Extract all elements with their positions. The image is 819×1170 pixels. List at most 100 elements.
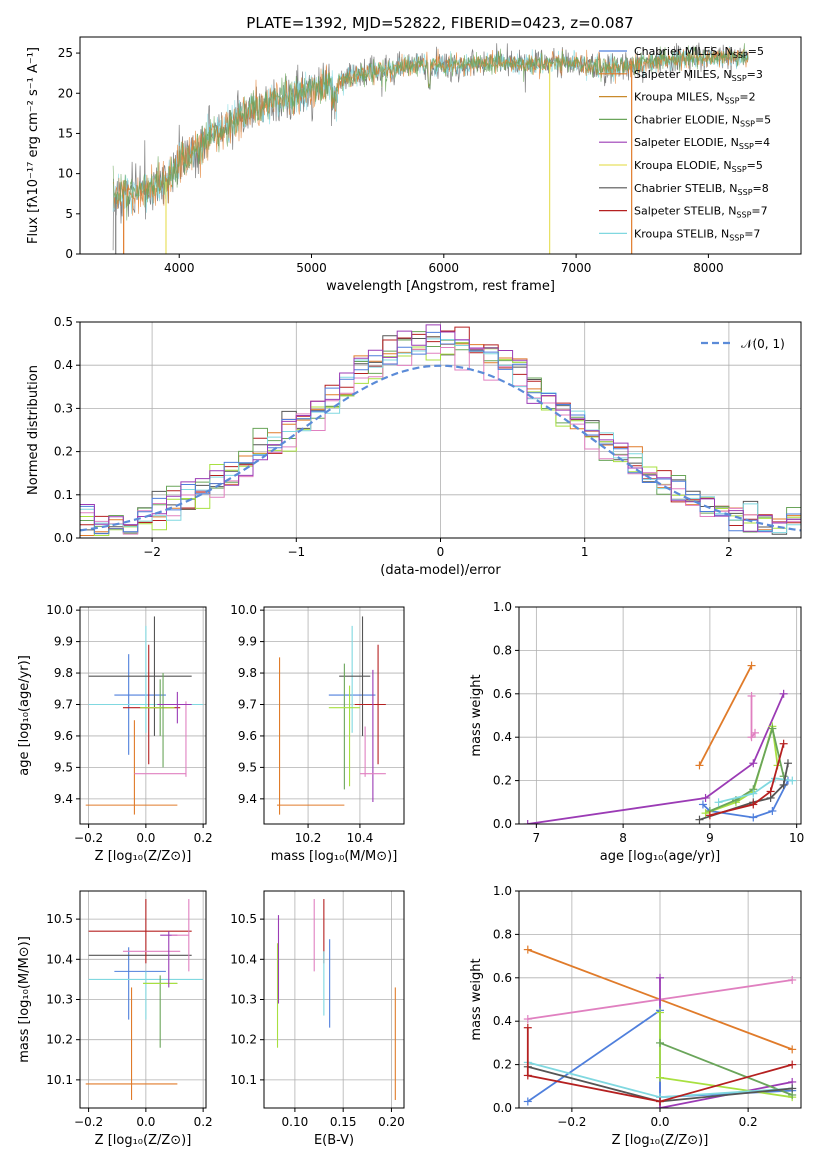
plus-marker — [695, 761, 704, 770]
massweight_vs_Z-ytick-label: 0.8 — [493, 927, 512, 941]
residuals-ytick-label: 0.3 — [54, 401, 73, 415]
mass_vs_Z-xlabel: Z [log₁₀(Z/Z⊙)] — [95, 1133, 192, 1148]
massweight_vs_age-plot-area — [519, 607, 801, 824]
age_vs_mass-plot-area — [264, 607, 404, 824]
mass_vs_Z-panel: −0.2 0.0 0.2 10.1 10.2 10.3 10.4 10.5 Z [log₁₀(Z… — [17, 890, 213, 1148]
age_vs_Z-ytick-label: 9.7 — [54, 697, 73, 711]
plus-marker — [695, 815, 704, 824]
massweight_vs_age-ytick-label: 0.4 — [493, 730, 512, 744]
massweight_vs_age-xtick-label: 7 — [533, 831, 541, 845]
mass-weight-series — [705, 726, 779, 814]
residuals-ylabel: Normed distribution — [26, 365, 41, 495]
residuals-xlabel: (data-model)/error — [380, 563, 501, 578]
mass_vs_EBV-xtick-label: 0.10 — [282, 1115, 309, 1129]
age_vs_Z-ytick-label: 9.6 — [54, 729, 73, 743]
age_vs_Z-frame — [79, 606, 207, 825]
spectrum-legend: Chabrier MILES, NSSP=5 Salpeter MILES, NS… — [599, 45, 771, 242]
residuals-ytick-label: 0.2 — [54, 445, 73, 459]
plus-marker — [701, 809, 710, 818]
massweight_vs_Z-ylabel: mass weight — [469, 958, 484, 1040]
mass-weight-series — [718, 777, 793, 804]
mass_vs_EBV-ytick-label: 10.3 — [230, 993, 257, 1007]
plus-marker — [788, 1084, 797, 1093]
spectrum-line — [112, 47, 749, 216]
plus-marker — [656, 1097, 664, 1106]
mass-weight-series — [702, 780, 789, 819]
plus-marker — [788, 776, 797, 785]
age_vs_mass-ytick-label: 9.8 — [238, 666, 257, 680]
massweight_vs_age-frame — [518, 606, 802, 825]
massweight_vs_age-ylabel: mass weight — [469, 674, 484, 756]
mass_vs_EBV-ytick-label: 10.1 — [230, 1073, 257, 1087]
massweight_vs_Z-ytick-label: 1.0 — [493, 884, 512, 898]
residuals-ytick-label: 0.5 — [54, 315, 73, 329]
spectrum-ytick-label: 10 — [58, 167, 73, 181]
massweight_vs_Z-ytick-label: 0.6 — [493, 971, 512, 985]
figure-title: PLATE=1392, MJD=52822, FIBERID=0423, z=0… — [246, 14, 633, 32]
age_vs_mass-ytick-label: 9.9 — [238, 635, 257, 649]
plus-marker — [788, 1060, 797, 1069]
legend-entry: Chabrier STELIB, NSSP=8 — [634, 182, 769, 197]
plus-marker — [749, 789, 758, 798]
age_vs_mass-xtick-label: 10.2 — [295, 831, 322, 845]
residual-histogram — [80, 342, 801, 536]
plus-marker — [779, 780, 788, 789]
mass_vs_EBV-plot-area — [264, 891, 404, 1108]
plus-marker — [783, 759, 792, 768]
plus-marker — [656, 1073, 664, 1082]
age_vs_Z-ytick-label: 9.4 — [54, 792, 73, 806]
age_vs_mass-ytick-label: 9.7 — [238, 697, 257, 711]
age_vs_mass-ytick-label: 9.5 — [238, 760, 257, 774]
age_vs_Z-ytick-label: 9.9 — [54, 635, 73, 649]
spectrum-ytick-label: 0 — [65, 247, 73, 261]
legend-entry: Kroupa MILES, NSSP=2 — [634, 91, 756, 106]
massweight_vs_age-ytick-label: 0.2 — [493, 774, 512, 788]
massweight_vs_Z-xtick-label: 0.0 — [650, 1115, 669, 1129]
age_vs_mass-xtick-label: 10.4 — [347, 831, 374, 845]
legend-entry: Salpeter STELIB, NSSP=7 — [634, 205, 768, 220]
massweight_vs_Z-ytick-label: 0.4 — [493, 1014, 512, 1028]
mass_vs_Z-xtick-label: −0.2 — [74, 1115, 103, 1129]
age_vs_mass-ytick-label: 10.0 — [230, 603, 257, 617]
plus-marker — [751, 728, 760, 737]
plus-marker — [749, 800, 758, 809]
plus-marker — [788, 975, 797, 984]
residuals-xtick-label: −1 — [287, 545, 305, 559]
residuals-xtick-label: 1 — [581, 545, 589, 559]
mass_vs_Z-xtick-label: 0.0 — [136, 1115, 155, 1129]
plus-marker — [747, 733, 756, 742]
age_vs_Z-ytick-label: 10.0 — [46, 603, 73, 617]
mass_vs_Z-xtick-label: 0.2 — [194, 1115, 213, 1129]
plus-marker — [701, 793, 710, 802]
massweight_vs_Z-ytick-label: 0.0 — [493, 1101, 512, 1115]
legend-entry: Chabrier MILES, NSSP=5 — [634, 45, 764, 60]
age_vs_Z-xtick-label: 0.2 — [194, 831, 213, 845]
mass-weight-series — [709, 743, 785, 817]
plus-marker — [749, 813, 758, 822]
plus-marker — [523, 945, 532, 954]
mass_vs_EBV-xlabel: E(B-V) — [314, 1133, 354, 1148]
residuals-plot-area — [80, 322, 801, 538]
plus-marker — [656, 973, 664, 982]
massweight_vs_Z-panel: −0.2 0.0 0.2 0.0 0.2 0.4 0.6 0.8 1.0 Z [log₁₀(Z/Z… — [469, 884, 802, 1148]
spectrum-xtick-label: 5000 — [296, 261, 327, 275]
massweight_vs_Z-xtick-label: −0.2 — [557, 1115, 586, 1129]
massweight_vs_age-ytick-label: 0.6 — [493, 687, 512, 701]
massweight_vs_age-ytick-label: 1.0 — [493, 600, 512, 614]
age_vs_Z-ytick-label: 9.5 — [54, 760, 73, 774]
residual-histogram — [80, 347, 801, 535]
age_vs_mass-xlabel: mass [log₁₀(M/M⊙)] — [271, 849, 398, 864]
spectrum-xtick-label: 4000 — [164, 261, 195, 275]
massweight_vs_age-ytick-label: 0.8 — [493, 643, 512, 657]
massweight_vs_Z-frame — [518, 890, 802, 1109]
spectrum-plot-area — [112, 42, 749, 254]
massweight_vs_age-xtick-label: 10 — [789, 831, 804, 845]
mass_vs_EBV-panel: 0.10 0.15 0.20 10.1 10.2 10.3 10.4 10.5 E(B-V) — [230, 890, 405, 1148]
mass_vs_Z-plot-area — [80, 891, 206, 1108]
mass_vs_Z-ylabel: mass [log₁₀(M/M⊙)] — [17, 936, 32, 1063]
legend-entry: Kroupa STELIB, NSSP=7 — [634, 227, 760, 242]
mass_vs_Z-ytick-label: 10.5 — [46, 912, 73, 926]
residual-histogram — [80, 331, 801, 534]
age_vs_Z-panel: −0.2 0.0 0.2 9.4 9.5 9.6 9.7 9.8 9.9 10.0 Z [log₁₀… — [17, 603, 213, 864]
age_vs_Z-ytick-label: 9.8 — [54, 666, 73, 680]
